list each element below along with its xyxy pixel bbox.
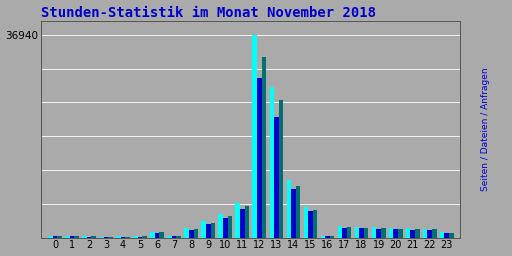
- Bar: [393, 229, 398, 238]
- Bar: [411, 230, 415, 238]
- Bar: [167, 236, 172, 238]
- Bar: [262, 57, 266, 238]
- Bar: [70, 236, 74, 238]
- Bar: [415, 229, 419, 238]
- Bar: [223, 218, 228, 238]
- Bar: [57, 236, 62, 238]
- Bar: [82, 236, 87, 238]
- Bar: [406, 228, 411, 238]
- Bar: [48, 236, 53, 238]
- Bar: [321, 236, 325, 238]
- Bar: [372, 227, 376, 238]
- Bar: [121, 237, 125, 238]
- Bar: [172, 236, 177, 238]
- Bar: [155, 233, 159, 238]
- Bar: [269, 87, 274, 238]
- Bar: [142, 237, 147, 238]
- Bar: [109, 237, 113, 238]
- Bar: [116, 236, 121, 238]
- Bar: [159, 232, 164, 238]
- Bar: [189, 230, 194, 238]
- Bar: [133, 236, 138, 238]
- Bar: [219, 214, 223, 238]
- Bar: [99, 237, 104, 238]
- Bar: [444, 233, 449, 238]
- Bar: [428, 230, 432, 238]
- Bar: [347, 227, 351, 238]
- Bar: [184, 228, 189, 238]
- Bar: [245, 206, 249, 238]
- Bar: [240, 209, 245, 238]
- Bar: [201, 221, 206, 238]
- Bar: [337, 226, 342, 238]
- Bar: [291, 189, 296, 238]
- Bar: [313, 210, 317, 238]
- Bar: [364, 228, 369, 238]
- Bar: [432, 229, 437, 238]
- Bar: [449, 233, 454, 238]
- Bar: [440, 232, 444, 238]
- Bar: [304, 207, 308, 238]
- Bar: [252, 35, 257, 238]
- Bar: [398, 229, 402, 238]
- Bar: [274, 117, 279, 238]
- Bar: [91, 237, 96, 238]
- Bar: [53, 236, 57, 238]
- Bar: [355, 227, 359, 238]
- Bar: [210, 222, 215, 238]
- Bar: [359, 228, 364, 238]
- Bar: [376, 229, 381, 238]
- Bar: [296, 186, 301, 238]
- Bar: [206, 224, 210, 238]
- Text: Seiten / Dateien / Anfragen: Seiten / Dateien / Anfragen: [481, 67, 490, 191]
- Bar: [257, 79, 262, 238]
- Bar: [423, 229, 428, 238]
- Text: Stunden-Statistik im Monat November 2018: Stunden-Statistik im Monat November 2018: [41, 6, 376, 19]
- Bar: [342, 228, 347, 238]
- Bar: [330, 236, 334, 238]
- Bar: [228, 216, 232, 238]
- Bar: [65, 236, 70, 238]
- Bar: [150, 232, 155, 238]
- Bar: [279, 100, 283, 238]
- Bar: [325, 236, 330, 238]
- Bar: [87, 237, 91, 238]
- Bar: [236, 203, 240, 238]
- Bar: [74, 236, 79, 238]
- Bar: [177, 236, 181, 238]
- Bar: [389, 228, 393, 238]
- Bar: [287, 180, 291, 238]
- Bar: [125, 237, 130, 238]
- Bar: [194, 229, 198, 238]
- Bar: [381, 228, 386, 238]
- Bar: [138, 237, 142, 238]
- Bar: [104, 237, 109, 238]
- Bar: [308, 211, 313, 238]
